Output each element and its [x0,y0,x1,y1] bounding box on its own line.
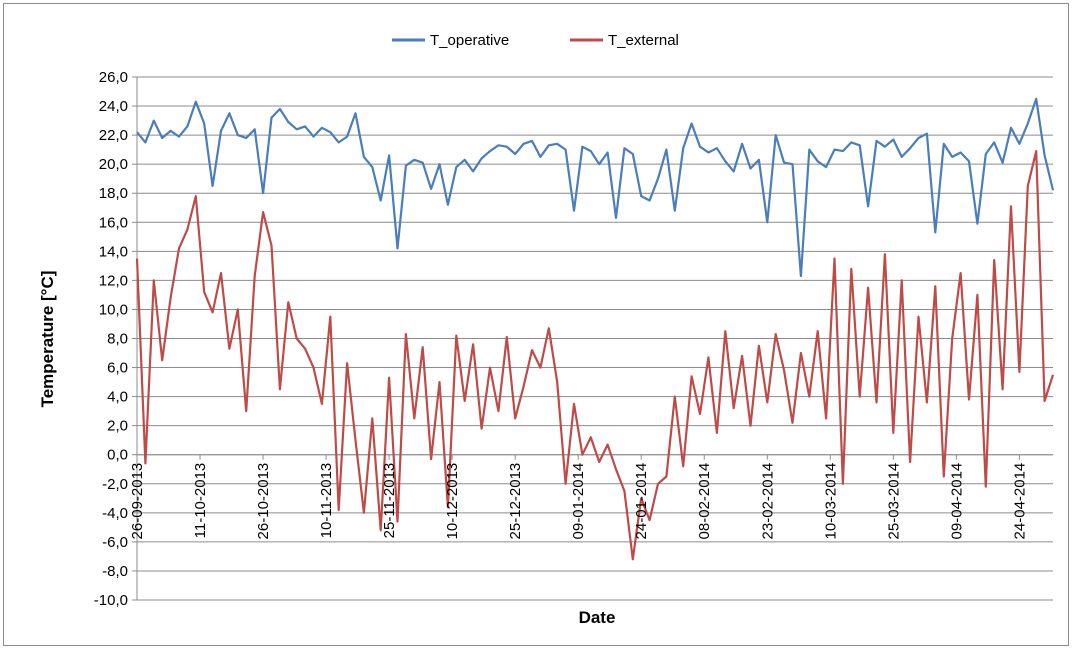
x-tick-label: 25-11-2013 [381,463,398,539]
y-tick-label: 16,0 [99,214,128,231]
y-tick-label: 6,0 [107,360,128,377]
series-line-t-external [135,150,1055,561]
y-tick-label: 26,0 [99,69,128,86]
x-tick-label: 08-02-2014 [696,463,713,540]
x-tick-label: 10-11-2013 [318,463,335,539]
x-tick-label: 26-10-2013 [255,463,272,540]
x-tick-label: 10-03-2014 [822,463,839,540]
x-tick-label: 25-12-2013 [507,463,524,540]
y-tick-label: 10,0 [99,301,128,318]
axes [132,76,1053,601]
y-tick-label: 18,0 [99,185,128,202]
x-tick-label: 09-01-2014 [570,463,587,540]
y-tick-label: 20,0 [99,156,128,173]
chart-area [3,3,1069,646]
gridlines [137,76,1053,601]
y-tick-label: 8,0 [107,331,128,348]
legend-label-t-operative: T_operative [430,32,509,49]
x-tick-label: 24-01-2014 [633,463,650,540]
x-tick-label: 11-10-2013 [192,463,209,539]
series-lines [135,97,1055,561]
y-tick-label: 2,0 [107,418,128,435]
tick-labels: 26,0 24,0 22,0 20,0 18,0 16,0 14,0 12,0 10,0 8,0 6… [94,69,1029,609]
y-tick-label: 22,0 [99,127,128,144]
y-tick-label: -10,0 [94,592,128,609]
y-tick-label: 12,0 [99,272,128,289]
y-tick-label: 4,0 [107,389,128,406]
x-tick-label: 09-04-2014 [948,463,965,540]
y-tick-label: 0,0 [107,447,128,464]
legend-label-t-external: T_external [608,32,679,49]
x-tick-label: 10-12-2013 [444,463,461,540]
y-axis-title: Temperature [°C] [38,271,57,408]
legend: T_operative T_external [392,32,679,49]
y-tick-label: 24,0 [99,98,128,115]
y-tick-label: -6,0 [102,534,128,551]
series-line-t-operative [136,97,1055,278]
x-tick-label: 23-02-2014 [759,463,776,540]
y-tick-label: 14,0 [99,243,128,260]
x-tick-label: 26-09-2013 [129,463,146,540]
x-axis-title: Date [579,608,616,627]
y-tick-label: -2,0 [102,476,128,493]
y-tick-label: -8,0 [102,563,128,580]
x-tick-label: 24-04-2014 [1011,463,1028,540]
x-tick-label: 25-03-2014 [885,463,902,540]
y-tick-label: -4,0 [102,505,128,522]
